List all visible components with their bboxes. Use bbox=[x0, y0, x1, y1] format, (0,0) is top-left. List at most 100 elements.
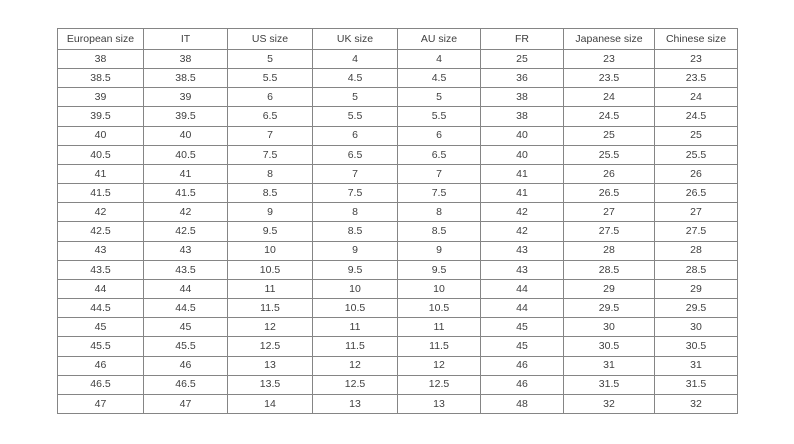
table-cell: 9.5 bbox=[397, 259, 481, 280]
table-cell: 28 bbox=[563, 240, 655, 261]
table-row: 38.5 38.5 5.5 4.5 4.5 36 23.5 23.5 bbox=[57, 68, 738, 89]
table-cell: 45.5 bbox=[57, 336, 144, 357]
size-table-body: 38 38 5 4 4 25 23 23 38.5 38.5 5.5 4.5 4.5 36 23.5 23.5… bbox=[57, 48, 738, 415]
table-cell: 38.5 bbox=[143, 68, 228, 89]
header-cell: European size bbox=[57, 28, 144, 50]
table-cell: 27.5 bbox=[654, 221, 738, 242]
table-cell: 25 bbox=[654, 125, 738, 146]
table-cell: 43 bbox=[57, 240, 144, 261]
table-cell: 26.5 bbox=[563, 183, 655, 204]
table-row: 43.5 43.5 10.5 9.5 9.5 43 28.5 28.5 bbox=[57, 259, 738, 280]
table-row: 46.5 46.5 13.5 12.5 12.5 46 31.5 31.5 bbox=[57, 374, 738, 395]
table-cell: 46.5 bbox=[57, 374, 144, 395]
table-cell: 43 bbox=[480, 240, 564, 261]
table-cell: 42 bbox=[480, 202, 564, 223]
table-cell: 4 bbox=[312, 48, 398, 70]
table-cell: 13 bbox=[312, 393, 398, 415]
table-cell: 41 bbox=[480, 163, 564, 185]
table-cell: 23.5 bbox=[563, 68, 655, 89]
table-cell: 42 bbox=[57, 202, 144, 223]
table-cell: 12 bbox=[397, 355, 481, 376]
size-table-head: European size IT US size UK size AU size FR Ja… bbox=[57, 28, 738, 50]
table-cell: 40 bbox=[57, 125, 144, 146]
table-cell: 8 bbox=[312, 202, 398, 223]
table-cell: 44 bbox=[143, 278, 228, 300]
table-cell: 44 bbox=[480, 278, 564, 300]
table-cell: 29 bbox=[654, 278, 738, 300]
table-cell: 28.5 bbox=[563, 259, 655, 280]
table-cell: 40 bbox=[480, 144, 564, 165]
table-cell: 26 bbox=[563, 163, 655, 185]
table-cell: 29.5 bbox=[654, 298, 738, 319]
table-cell: 25 bbox=[563, 125, 655, 146]
table-cell: 43 bbox=[480, 259, 564, 280]
table-cell: 5 bbox=[397, 87, 481, 108]
table-cell: 44.5 bbox=[57, 298, 144, 319]
table-cell: 6.5 bbox=[312, 144, 398, 165]
table-row: 38 38 5 4 4 25 23 23 bbox=[57, 48, 738, 70]
header-cell: FR bbox=[480, 28, 564, 50]
table-cell: 28 bbox=[654, 240, 738, 261]
table-row: 43 43 10 9 9 43 28 28 bbox=[57, 240, 738, 261]
table-cell: 41.5 bbox=[143, 183, 228, 204]
table-cell: 25 bbox=[480, 48, 564, 70]
table-cell: 7 bbox=[397, 163, 481, 185]
table-cell: 8 bbox=[397, 202, 481, 223]
table-cell: 32 bbox=[563, 393, 655, 415]
table-cell: 38.5 bbox=[57, 68, 144, 89]
table-cell: 23 bbox=[563, 48, 655, 70]
table-cell: 31 bbox=[654, 355, 738, 376]
header-cell: Chinese size bbox=[654, 28, 738, 50]
table-cell: 43.5 bbox=[57, 259, 144, 280]
table-cell: 8.5 bbox=[227, 183, 313, 204]
table-cell: 27.5 bbox=[563, 221, 655, 242]
table-cell: 28.5 bbox=[654, 259, 738, 280]
table-cell: 5.5 bbox=[227, 68, 313, 89]
table-cell: 47 bbox=[57, 393, 144, 415]
table-cell: 45 bbox=[480, 336, 564, 357]
table-cell: 44 bbox=[57, 278, 144, 300]
table-row: 47 47 14 13 13 48 32 32 bbox=[57, 393, 738, 415]
table-cell: 42 bbox=[480, 221, 564, 242]
table-cell: 46.5 bbox=[143, 374, 228, 395]
table-cell: 5 bbox=[227, 48, 313, 70]
table-cell: 47 bbox=[143, 393, 228, 415]
table-cell: 48 bbox=[480, 393, 564, 415]
table-cell: 29 bbox=[563, 278, 655, 300]
table-cell: 4 bbox=[397, 48, 481, 70]
table-cell: 38 bbox=[143, 48, 228, 70]
table-cell: 12.5 bbox=[397, 374, 481, 395]
table-cell: 39 bbox=[57, 87, 144, 108]
table-cell: 6.5 bbox=[397, 144, 481, 165]
table-cell: 6.5 bbox=[227, 106, 313, 127]
table-row: 41 41 8 7 7 41 26 26 bbox=[57, 163, 738, 185]
table-row: 39.5 39.5 6.5 5.5 5.5 38 24.5 24.5 bbox=[57, 106, 738, 127]
table-cell: 25.5 bbox=[654, 144, 738, 165]
table-cell: 40.5 bbox=[143, 144, 228, 165]
table-cell: 12 bbox=[312, 355, 398, 376]
table-cell: 46 bbox=[143, 355, 228, 376]
table-cell: 9.5 bbox=[312, 259, 398, 280]
table-cell: 13.5 bbox=[227, 374, 313, 395]
table-cell: 11.5 bbox=[397, 336, 481, 357]
table-cell: 23.5 bbox=[654, 68, 738, 89]
table-cell: 45 bbox=[480, 317, 564, 338]
table-cell: 26.5 bbox=[654, 183, 738, 204]
table-cell: 23 bbox=[654, 48, 738, 70]
table-cell: 7 bbox=[227, 125, 313, 146]
table-cell: 31 bbox=[563, 355, 655, 376]
table-cell: 24.5 bbox=[563, 106, 655, 127]
table-cell: 42.5 bbox=[57, 221, 144, 242]
table-row: 44.5 44.5 11.5 10.5 10.5 44 29.5 29.5 bbox=[57, 298, 738, 319]
table-cell: 29.5 bbox=[563, 298, 655, 319]
table-cell: 43.5 bbox=[143, 259, 228, 280]
table-cell: 7 bbox=[312, 163, 398, 185]
table-cell: 39 bbox=[143, 87, 228, 108]
table-cell: 42 bbox=[143, 202, 228, 223]
table-cell: 6 bbox=[227, 87, 313, 108]
table-cell: 12.5 bbox=[312, 374, 398, 395]
table-cell: 27 bbox=[654, 202, 738, 223]
table-cell: 46 bbox=[480, 374, 564, 395]
table-row: 41.5 41.5 8.5 7.5 7.5 41 26.5 26.5 bbox=[57, 183, 738, 204]
table-row: 45.5 45.5 12.5 11.5 11.5 45 30.5 30.5 bbox=[57, 336, 738, 357]
